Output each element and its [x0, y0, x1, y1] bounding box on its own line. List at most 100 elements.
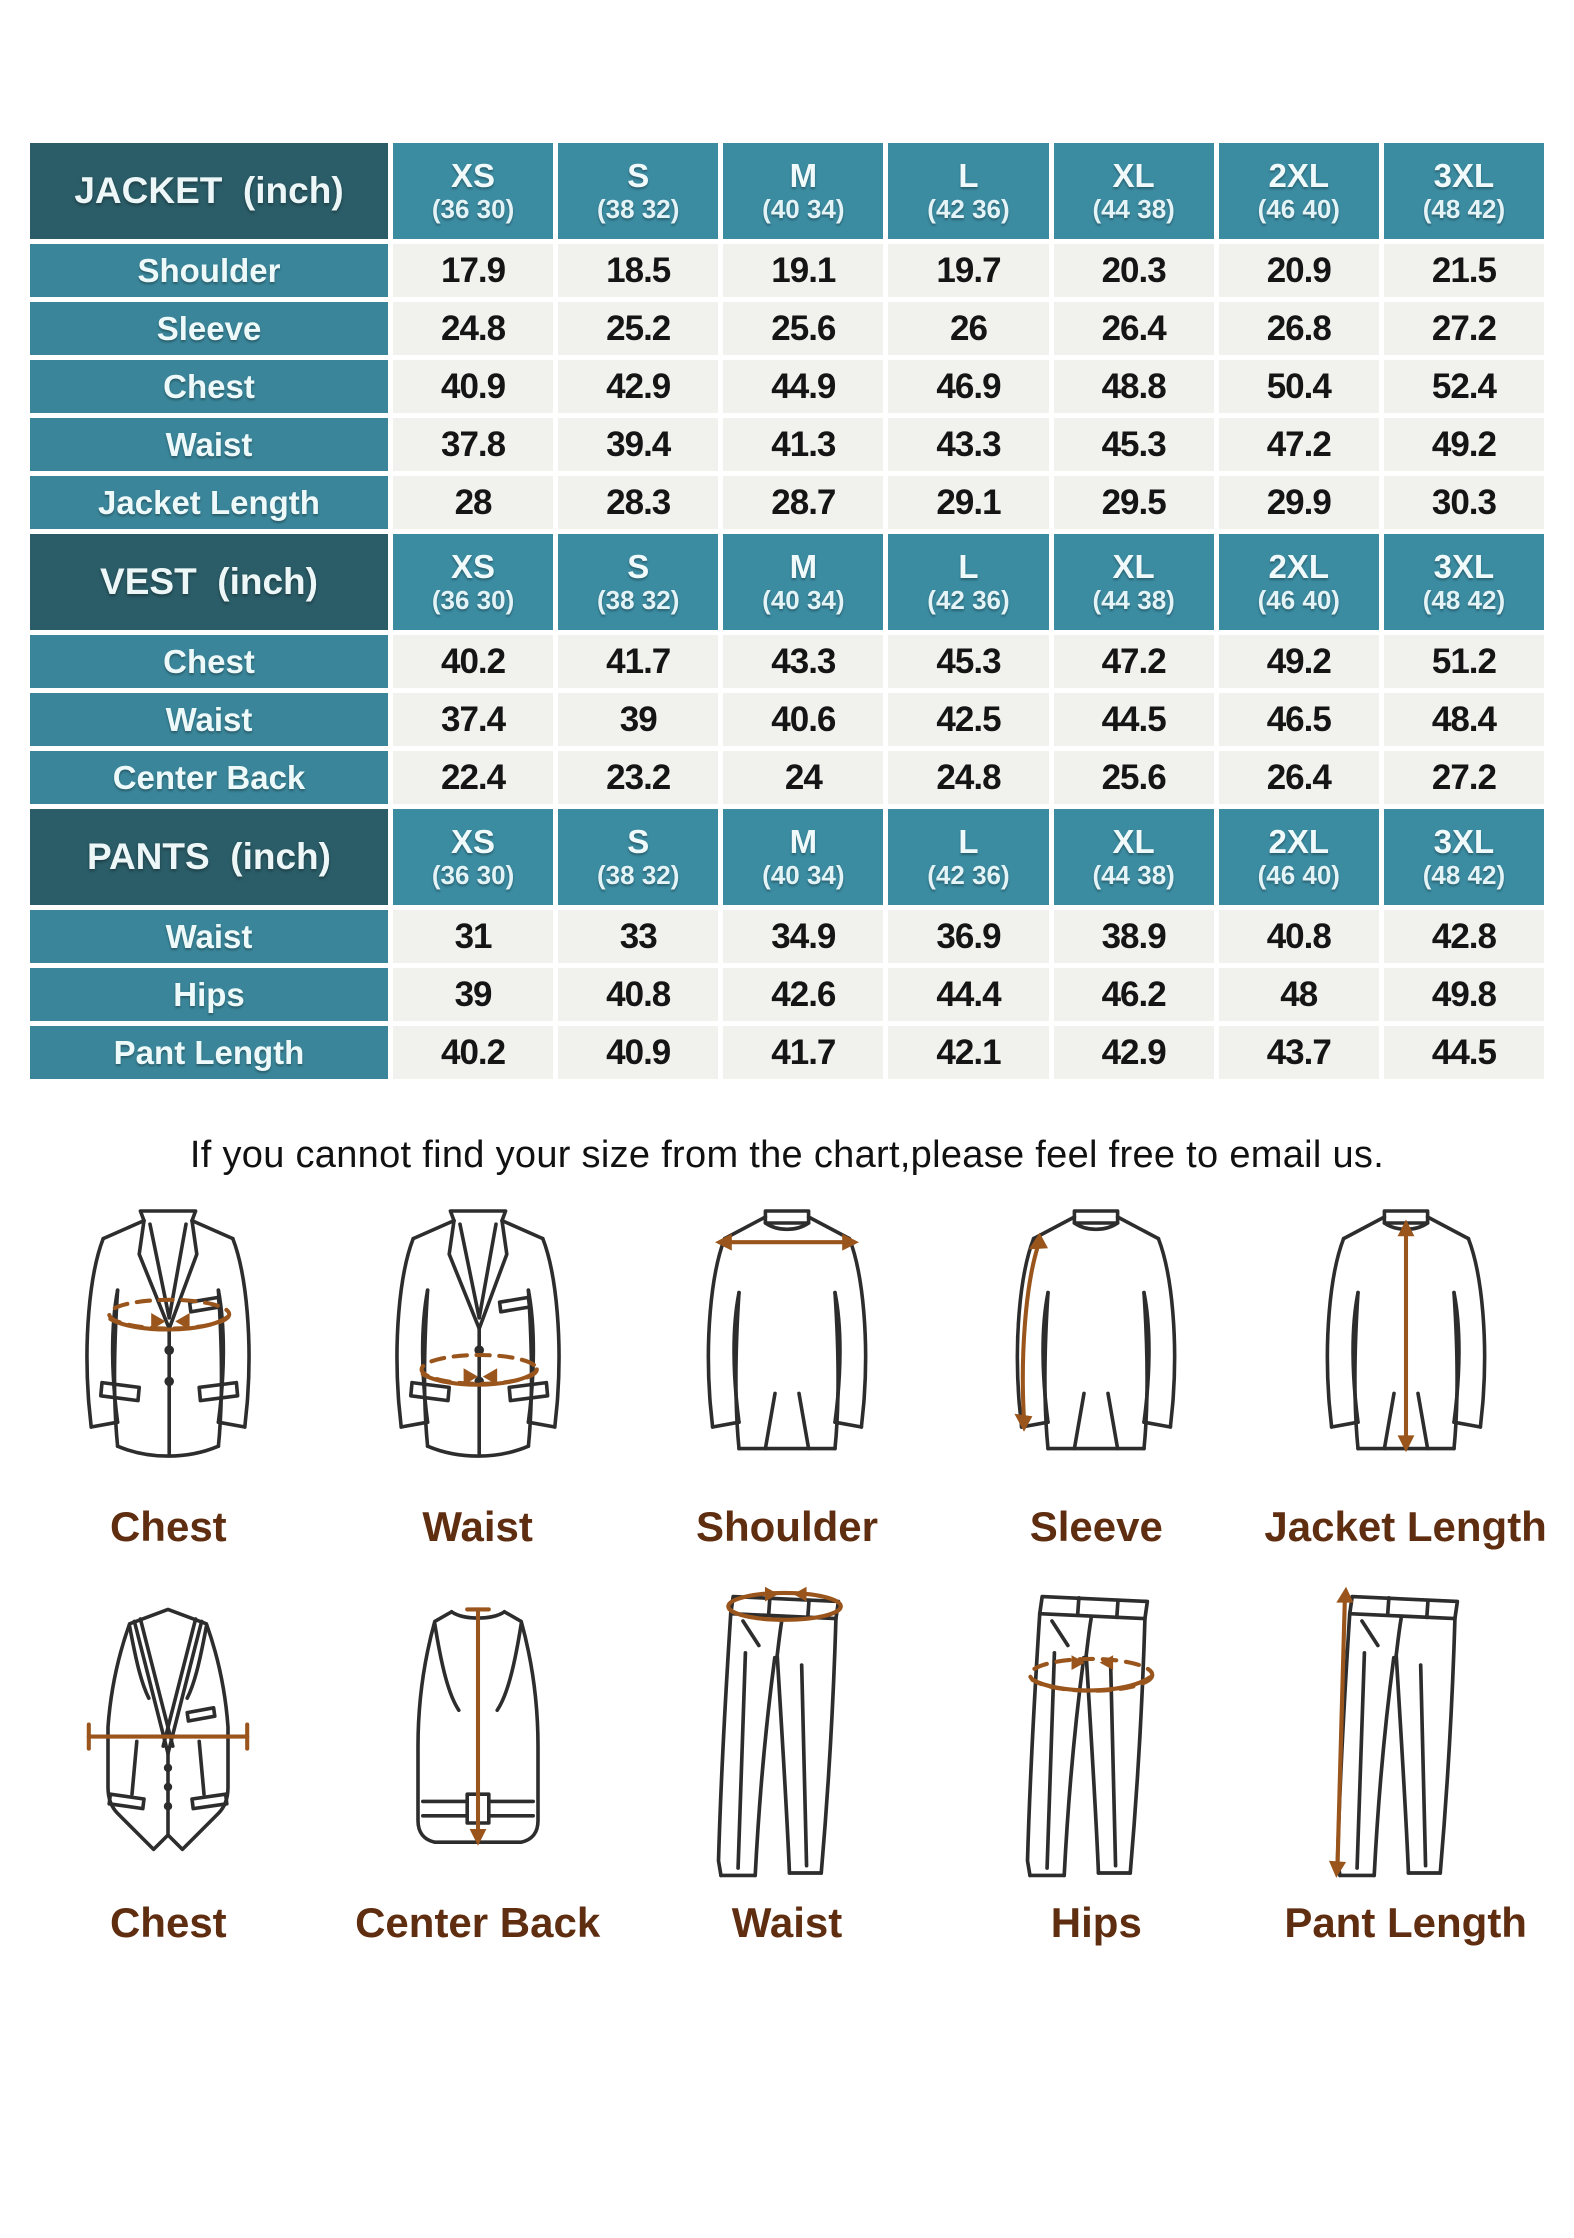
measurement-value: 29.1 — [888, 476, 1049, 529]
measurement-value: 42.9 — [558, 360, 719, 413]
vest-back-center-icon — [346, 1607, 610, 1846]
size-name: XL — [1112, 822, 1155, 860]
measurement-value: 24.8 — [393, 302, 554, 355]
measurement-value: 27.2 — [1383, 751, 1544, 804]
size-range: (46 40) — [1257, 584, 1340, 615]
figure-pants-waist: Waist — [639, 1577, 935, 1947]
measurement-label: Sleeve — [30, 302, 388, 355]
section-title: JACKET (inch) — [30, 143, 388, 239]
figure-label: Shoulder — [695, 1503, 878, 1550]
measurement-value: 44.5 — [1053, 693, 1214, 746]
measurement-value: 26.4 — [1053, 302, 1214, 355]
size-name: L — [958, 156, 979, 194]
measurement-value: 41.7 — [558, 635, 719, 688]
measurement-value: 41.3 — [723, 418, 884, 471]
measurement-value: 40.8 — [1218, 910, 1379, 963]
measurement-value: 29.9 — [1218, 476, 1379, 529]
size-name: M — [789, 547, 818, 585]
measurement-value: 33 — [558, 910, 719, 963]
size-chart-table: JACKET (inch) XS (36 30) S (38 32) M (40 34) L(… — [25, 138, 1549, 1084]
figure-label: Waist — [422, 1503, 533, 1550]
measurement-label: Shoulder — [30, 244, 388, 297]
size-header-cell: S (38 32) — [558, 534, 719, 630]
size-name: L — [958, 822, 979, 860]
section-header-row-2: PANTS (inch) XS (36 30) S (38 32) M (40 34) L (4… — [30, 809, 1544, 905]
size-name: XS — [451, 547, 496, 585]
figure-label: Sleeve — [1029, 1503, 1163, 1550]
measurement-value: 46.5 — [1218, 693, 1379, 746]
measurement-value: 39 — [558, 693, 719, 746]
figure-label: Waist — [731, 1899, 843, 1946]
measurement-value: 19.1 — [723, 244, 884, 297]
measurement-value: 24.8 — [888, 751, 1049, 804]
measurement-row: Center Back 22.4 23.2 24 24.8 25.6 26.4 27.2 — [30, 751, 1544, 804]
diagram-row-jacket: Chest Waist — [7, 1199, 1567, 1551]
size-range: (38 32) — [597, 584, 680, 615]
measurement-value: 49.8 — [1383, 968, 1544, 1021]
size-range: (42 36) — [927, 584, 1010, 615]
measurement-row: Waist 37.8 39.4 41.3 43.3 45.3 47.2 49.2 — [30, 418, 1544, 471]
figure-label: Chest — [109, 1503, 227, 1550]
size-name: 3XL — [1433, 822, 1495, 860]
size-range: (46 40) — [1257, 859, 1340, 890]
jacket-back-length-icon — [1274, 1199, 1538, 1453]
measurement-value: 25.6 — [723, 302, 884, 355]
measurement-value: 25.6 — [1053, 751, 1214, 804]
measurement-value: 47.2 — [1218, 418, 1379, 471]
measurement-row: Pant Length 40.2 40.9 41.7 42.1 42.9 43.7 44.5 — [30, 1026, 1544, 1079]
measurement-value: 36.9 — [888, 910, 1049, 963]
measurement-value: 44.9 — [723, 360, 884, 413]
size-range: (42 36) — [927, 859, 1010, 890]
measurement-value: 49.2 — [1218, 635, 1379, 688]
measurement-value: 39.4 — [558, 418, 719, 471]
size-header-cell: XL (44 38) — [1053, 809, 1214, 905]
size-header-cell: M (40 34) — [723, 809, 884, 905]
note-text: If you cannot find your size from the ch… — [189, 1134, 1385, 1176]
measurement-label: Hips — [30, 968, 388, 1021]
measurement-value: 48.8 — [1053, 360, 1214, 413]
measurement-value: 41.7 — [723, 1026, 884, 1079]
measurement-value: 51.2 — [1383, 635, 1544, 688]
measurement-label: Waist — [30, 910, 388, 963]
size-name: S — [627, 156, 650, 194]
measurement-row: Waist 37.4 39 40.6 42.5 44.5 46.5 48.4 — [30, 693, 1544, 746]
size-name: 2XL — [1268, 822, 1330, 860]
measurement-value: 38.9 — [1053, 910, 1214, 963]
size-header-cell: M (40 34) — [723, 143, 884, 239]
size-header-cell: S (38 32) — [558, 143, 719, 239]
size-range: (48 42) — [1422, 859, 1506, 890]
measurement-value: 21.5 — [1383, 244, 1544, 297]
figure-jacket-waist: Waist — [330, 1199, 626, 1551]
measurement-label: Waist — [30, 418, 388, 471]
size-range: (40 34) — [762, 584, 845, 615]
measurement-value: 25.2 — [558, 302, 719, 355]
size-range: (36 30) — [431, 193, 515, 224]
jacket-back-shoulder-icon — [655, 1199, 919, 1499]
measurement-value: 27.2 — [1383, 302, 1544, 355]
pants-hips-icon — [961, 1577, 1155, 1895]
size-header-cell: 3XL (48 42) — [1383, 534, 1544, 630]
size-header-cell: S (38 32) — [558, 809, 719, 905]
size-header-cell: M (40 34) — [723, 534, 884, 630]
measurement-label: Chest — [30, 360, 388, 413]
measurement-value: 37.4 — [393, 693, 554, 746]
size-name: M — [789, 822, 818, 860]
size-header-cell: XL (44 38) — [1053, 143, 1214, 239]
measurement-value: 29.5 — [1053, 476, 1214, 529]
measurement-value: 45.3 — [1053, 418, 1214, 471]
figure-label: Hips — [1050, 1899, 1142, 1946]
measurement-row: Hips 39 40.8 42.6 44.4 46.2 48 49.8 — [30, 968, 1544, 1021]
pant-length-icon — [1328, 1586, 1541, 1878]
size-name: XS — [451, 156, 496, 194]
measurement-value: 46.2 — [1053, 968, 1214, 1021]
measurement-diagrams: Chest Waist — [0, 1199, 1574, 1947]
size-name: L — [958, 547, 979, 585]
section-header-row-0: JACKET (inch) XS (36 30) S (38 32) M (40 34) L (… — [30, 143, 1544, 239]
size-header-cell: XL (44 38) — [1053, 534, 1214, 630]
size-range: (48 42) — [1422, 193, 1506, 224]
measurement-value: 45.3 — [888, 635, 1049, 688]
measurement-value: 23.2 — [558, 751, 719, 804]
size-name: XL — [1112, 156, 1155, 194]
figure-label: Chest — [109, 1899, 227, 1946]
size-range: (44 38) — [1092, 193, 1175, 224]
